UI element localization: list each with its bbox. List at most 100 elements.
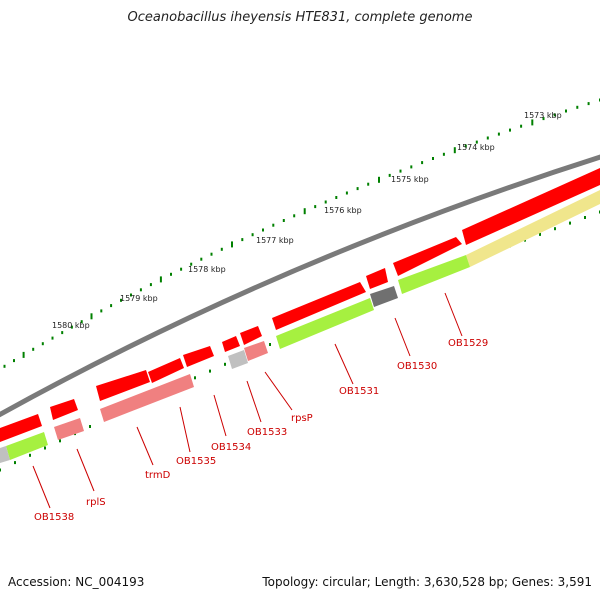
inner-tick xyxy=(59,439,61,443)
minor-tick xyxy=(241,238,244,242)
cds-bar-ob1530 xyxy=(370,286,398,307)
minor-tick xyxy=(464,144,467,148)
kbp-label-1579: 1579 kbp xyxy=(120,294,158,303)
cds-bar-rpsp xyxy=(244,341,268,361)
minor-tick xyxy=(282,219,285,222)
gene-arrow-ob1529 xyxy=(462,168,600,245)
cds-bar-ob1529 xyxy=(398,255,470,294)
major-tick xyxy=(378,176,380,183)
gene-label-ob1529: OB1529 xyxy=(448,338,488,349)
inner-tick xyxy=(224,362,226,366)
major-tick xyxy=(159,276,162,283)
minor-tick xyxy=(553,113,556,117)
minor-tick xyxy=(130,293,132,297)
minor-tick xyxy=(170,272,172,276)
gene-arrow-rpls xyxy=(50,399,78,420)
inner-tick xyxy=(584,216,586,219)
gene-label-ob1538: OB1538 xyxy=(34,512,74,523)
cds-bar-ob1533 xyxy=(228,350,248,369)
minor-tick xyxy=(180,267,183,271)
inner-tick xyxy=(29,453,31,457)
inner-tick xyxy=(554,227,556,231)
kbp-tick-ring xyxy=(3,98,600,368)
minor-tick xyxy=(200,257,203,261)
gene-arrow-rpsp xyxy=(240,326,262,345)
minor-tick xyxy=(324,200,327,204)
minor-tick xyxy=(432,157,434,160)
minor-tick xyxy=(61,331,64,335)
cds-bar-ob1531 xyxy=(276,298,374,349)
minor-tick xyxy=(272,223,275,227)
inner-tick xyxy=(0,468,1,472)
cds-bar-ob1538 xyxy=(6,432,48,460)
minor-tick xyxy=(262,228,264,232)
minor-tick xyxy=(520,124,523,128)
genome-summary-text: Topology: circular; Length: 3,630,528 bp… xyxy=(262,575,592,589)
inner-tick xyxy=(194,376,196,380)
major-tick xyxy=(231,241,233,248)
kbp-label-1580: 1580 kbp xyxy=(52,321,90,330)
minor-tick xyxy=(399,169,402,173)
gene-arrow-ob1530-b xyxy=(366,268,388,289)
inner-tick xyxy=(569,221,571,225)
kbp-label-1578: 1578 kbp xyxy=(188,265,226,274)
cds-bar-rpls xyxy=(54,418,84,440)
cds-bar-gray-edge xyxy=(0,446,10,463)
minor-tick xyxy=(41,342,44,346)
cds-bar-yellow xyxy=(466,190,600,267)
major-tick xyxy=(303,208,306,215)
gene-label-ob1531: OB1531 xyxy=(339,386,379,397)
label-leaders xyxy=(32,292,463,509)
minor-tick xyxy=(139,288,142,292)
gene-arrow-ob1538 xyxy=(0,414,42,442)
cds-bar-trmd xyxy=(100,374,194,422)
minor-tick xyxy=(542,117,545,121)
minor-tick xyxy=(3,364,6,368)
minor-tick xyxy=(190,262,193,266)
accession-text: Accession: NC_004193 xyxy=(8,575,145,589)
minor-tick xyxy=(388,173,391,177)
minor-tick xyxy=(587,102,590,106)
minor-tick xyxy=(442,152,445,156)
gene-arrow-trmd xyxy=(96,370,150,401)
gene-arrow-ob1534 xyxy=(183,346,214,367)
gene-label-ob1533: OB1533 xyxy=(247,427,287,438)
gene-label-rpsp: rpsP xyxy=(291,413,313,424)
major-tick xyxy=(453,147,456,154)
inner-tick xyxy=(539,232,541,236)
inner-tick xyxy=(209,369,211,373)
minor-tick xyxy=(220,247,223,251)
kbp-label-1577: 1577 kbp xyxy=(256,236,294,245)
gene-arrow-ob1533 xyxy=(222,336,240,352)
minor-tick xyxy=(32,347,35,351)
gene-label-ob1534: OB1534 xyxy=(211,442,251,453)
major-tick xyxy=(90,313,93,320)
kbp-label-1575: 1575 kbp xyxy=(391,175,429,184)
gene-label-rpls: rplS xyxy=(86,497,106,508)
minor-tick xyxy=(149,283,152,287)
minor-tick xyxy=(345,191,348,195)
minor-tick xyxy=(51,336,54,340)
minor-tick xyxy=(293,214,296,218)
minor-tick xyxy=(251,233,254,237)
minor-tick xyxy=(497,132,500,136)
major-tick xyxy=(531,119,534,126)
minor-tick xyxy=(80,320,83,324)
map-title: Oceanobacillus iheyensis HTE831, complet… xyxy=(127,10,473,25)
minor-tick xyxy=(410,165,413,169)
kbp-label-1574: 1574 kbp xyxy=(457,143,495,152)
kbp-label-1573: 1573 kbp xyxy=(524,111,562,120)
gene-label-ob1535: OB1535 xyxy=(176,456,216,467)
kbp-label-1576: 1576 kbp xyxy=(324,206,362,215)
minor-tick xyxy=(110,304,113,308)
minor-tick xyxy=(210,252,213,256)
gene-arrow-ob1535 xyxy=(148,358,184,383)
inner-tick xyxy=(89,425,91,428)
minor-tick xyxy=(120,298,122,302)
gene-arrow-ob1530-a xyxy=(393,237,462,276)
minor-tick xyxy=(475,140,478,144)
minor-tick xyxy=(421,161,424,165)
gene-label-ob1530: OB1530 xyxy=(397,361,437,372)
minor-tick xyxy=(100,309,103,313)
